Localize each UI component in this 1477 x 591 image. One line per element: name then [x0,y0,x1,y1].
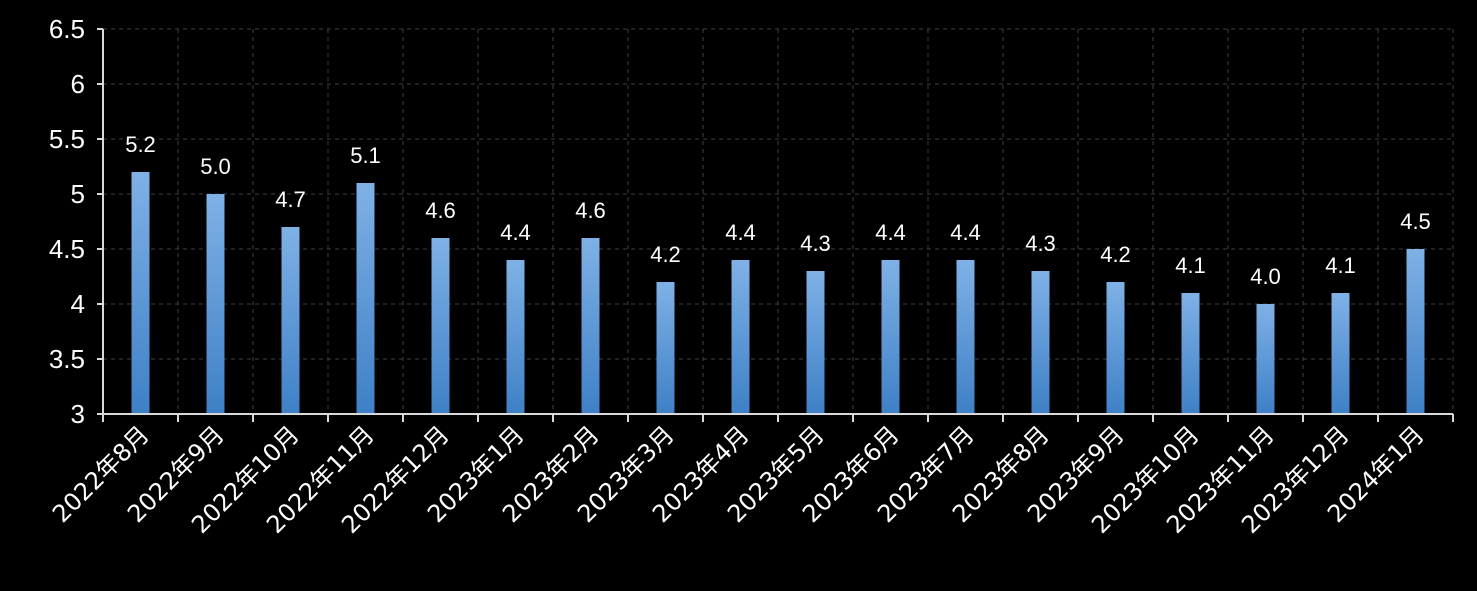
data-label: 4.4 [725,220,756,245]
y-tick-label: 5.5 [49,124,85,154]
bar [1406,249,1425,414]
bar [131,172,150,414]
axes [97,28,1454,422]
data-label: 4.6 [425,198,456,223]
y-axis-tick-labels: 3 3.5 4 4.5 5 5.5 6 6.5 [49,14,85,429]
data-label: 4.2 [1100,242,1131,267]
y-tick-label: 4 [71,289,85,319]
y-tick-label: 4.5 [49,234,85,264]
bar [1181,293,1200,414]
data-label: 5.1 [350,143,381,168]
y-tick-label: 5 [71,179,85,209]
bars [131,172,1425,414]
data-label: 5.0 [200,154,231,179]
data-label: 4.4 [950,220,981,245]
data-label: 4.0 [1250,264,1281,289]
bar [1256,304,1275,414]
gridlines [103,28,1454,414]
data-label: 4.4 [500,220,531,245]
x-axis-tick-labels: 2022年8月2022年9月2022年10月2022年11月2022年12月20… [47,420,1430,539]
bar [581,238,600,414]
data-label: 4.4 [875,220,906,245]
data-labels: 5.2 5.0 4.7 5.1 4.6 4.4 4.6 4.2 4.4 4.3 4.4 4.4 4.3 4… [125,132,1431,289]
bar [506,260,525,414]
data-label: 5.2 [125,132,156,157]
data-label: 4.3 [1025,231,1056,256]
data-label: 4.5 [1400,209,1431,234]
bar [656,282,675,414]
bar [356,183,375,414]
bar [431,238,450,414]
bar [206,194,225,414]
bar [731,260,750,414]
bar [806,271,825,414]
bar [881,260,900,414]
y-tick-label: 6 [71,69,85,99]
bar [1106,282,1125,414]
bar [956,260,975,414]
data-label: 4.3 [800,231,831,256]
data-label: 4.6 [575,198,606,223]
data-label: 4.1 [1175,253,1206,278]
bar [281,227,300,414]
data-label: 4.7 [275,187,306,212]
y-tick-label: 3.5 [49,344,85,374]
y-tick-label: 3 [71,399,85,429]
data-label: 4.1 [1325,253,1356,278]
bar [1331,293,1350,414]
y-tick-label: 6.5 [49,14,85,44]
bar [1031,271,1050,414]
data-label: 4.2 [650,242,681,267]
